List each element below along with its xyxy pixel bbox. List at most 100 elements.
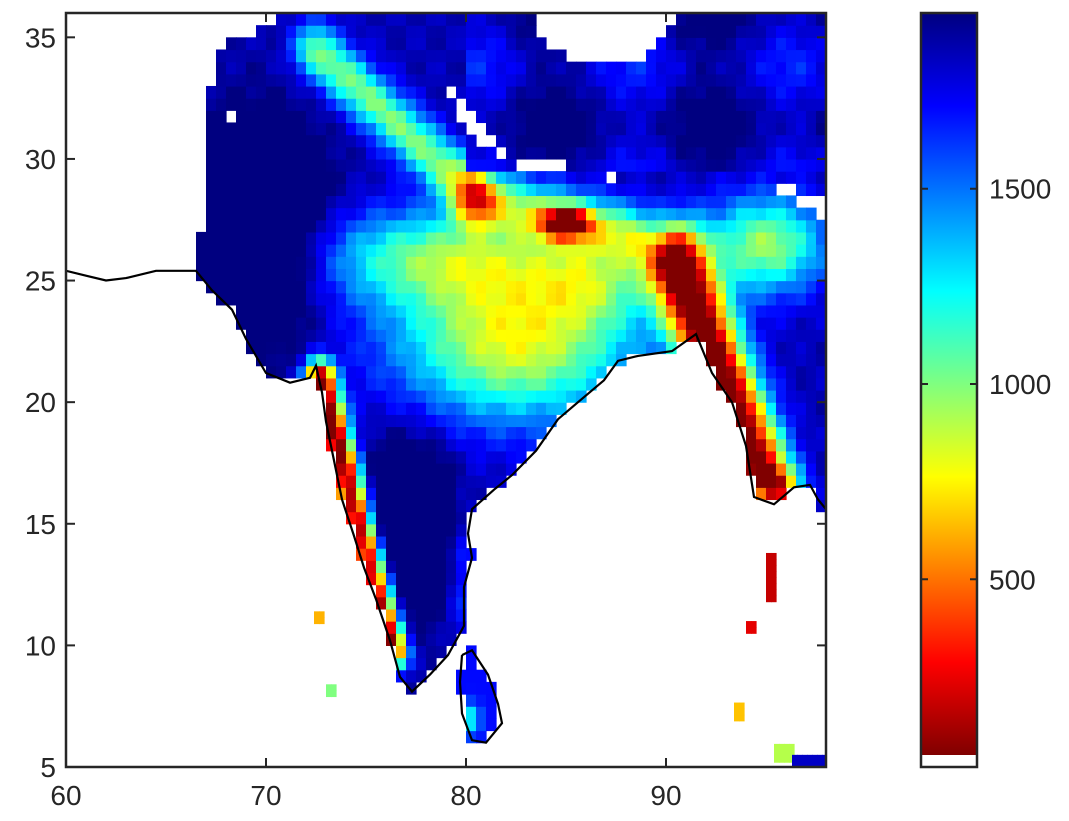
field-cell bbox=[486, 146, 497, 160]
field-cell bbox=[506, 158, 517, 172]
field-cell bbox=[816, 462, 826, 476]
field-cell bbox=[516, 256, 527, 269]
field-cell bbox=[476, 730, 487, 744]
field-cell bbox=[686, 73, 697, 87]
field-cell bbox=[456, 317, 467, 330]
field-cell bbox=[726, 158, 737, 172]
field-cell bbox=[806, 49, 817, 63]
field-cell bbox=[416, 402, 427, 415]
field-cell bbox=[396, 231, 407, 245]
field-cell bbox=[736, 85, 747, 99]
field-cell bbox=[726, 73, 737, 87]
field-cell bbox=[626, 85, 637, 99]
field-cell bbox=[266, 110, 277, 124]
field-cell bbox=[536, 73, 547, 87]
field-cell bbox=[346, 317, 357, 330]
field-cell bbox=[336, 207, 347, 221]
field-cell bbox=[546, 414, 557, 428]
field-cell bbox=[286, 73, 297, 87]
field-cell bbox=[456, 85, 467, 99]
field-cell bbox=[326, 49, 337, 63]
field-cell bbox=[656, 329, 667, 342]
field-cell bbox=[546, 49, 557, 63]
field-cell bbox=[346, 353, 357, 367]
field-cell bbox=[506, 341, 517, 355]
field-cell bbox=[816, 292, 826, 306]
field-cell bbox=[636, 268, 647, 282]
field-cell bbox=[566, 317, 577, 330]
field-cell bbox=[416, 426, 427, 440]
field-cell bbox=[666, 134, 677, 148]
field-cell bbox=[436, 645, 447, 659]
field-cell bbox=[456, 621, 467, 634]
island-cell bbox=[817, 760, 823, 767]
field-cell bbox=[336, 365, 347, 379]
field-cell bbox=[496, 98, 507, 111]
field-cell bbox=[376, 268, 387, 282]
island-cell bbox=[774, 743, 780, 751]
field-cell bbox=[606, 244, 617, 257]
field-cell bbox=[276, 61, 287, 75]
field-cell bbox=[406, 608, 417, 622]
field-cell bbox=[466, 304, 477, 318]
field-cell bbox=[216, 207, 227, 221]
field-cell bbox=[266, 207, 277, 221]
field-cell bbox=[356, 13, 367, 26]
field-cell bbox=[606, 134, 617, 148]
field-cell bbox=[196, 256, 207, 269]
field-cell bbox=[406, 499, 417, 513]
field-cell bbox=[746, 25, 757, 38]
field-cell bbox=[276, 268, 287, 282]
field-cell bbox=[586, 231, 597, 245]
field-cell bbox=[376, 146, 387, 160]
field-cell bbox=[666, 292, 677, 306]
field-cell bbox=[776, 304, 787, 318]
field-cell bbox=[786, 219, 797, 233]
field-cell bbox=[376, 85, 387, 99]
field-cell bbox=[616, 134, 627, 148]
field-cell bbox=[476, 158, 487, 172]
field-cell bbox=[466, 487, 477, 501]
field-cell bbox=[426, 414, 437, 428]
field-cell bbox=[706, 231, 717, 245]
field-cell bbox=[616, 195, 627, 209]
field-cell bbox=[506, 256, 517, 269]
field-cell bbox=[736, 195, 747, 209]
field-cell bbox=[746, 49, 757, 63]
field-cell bbox=[806, 110, 817, 124]
field-cell bbox=[566, 122, 577, 136]
field-cell bbox=[476, 706, 487, 719]
field-cell bbox=[326, 122, 337, 136]
field-cell bbox=[356, 195, 367, 209]
field-cell bbox=[466, 207, 477, 221]
field-cell bbox=[446, 317, 457, 330]
field-cell bbox=[516, 317, 527, 330]
field-cell bbox=[386, 560, 397, 574]
field-cell bbox=[266, 146, 277, 160]
field-cell bbox=[396, 61, 407, 75]
field-cell bbox=[446, 353, 457, 367]
field-cell bbox=[406, 633, 417, 646]
field-cell bbox=[386, 438, 397, 452]
field-cell bbox=[536, 146, 547, 160]
field-cell bbox=[296, 85, 307, 99]
field-cell bbox=[806, 98, 817, 111]
field-cell bbox=[366, 171, 377, 184]
field-cell bbox=[266, 183, 277, 197]
field-cell bbox=[636, 292, 647, 306]
field-cell bbox=[486, 450, 497, 464]
field-cell bbox=[416, 414, 427, 428]
field-cell bbox=[556, 317, 567, 330]
field-cell bbox=[746, 462, 757, 476]
field-cell bbox=[346, 341, 357, 355]
field-cell bbox=[766, 450, 777, 464]
field-cell bbox=[356, 304, 367, 318]
field-cell bbox=[216, 158, 227, 172]
field-cell bbox=[276, 171, 287, 184]
field-cell bbox=[806, 256, 817, 269]
field-cell bbox=[456, 596, 467, 610]
field-cell bbox=[396, 377, 407, 391]
field-cell bbox=[736, 329, 747, 342]
field-cell bbox=[756, 195, 767, 209]
field-cell bbox=[396, 37, 407, 51]
